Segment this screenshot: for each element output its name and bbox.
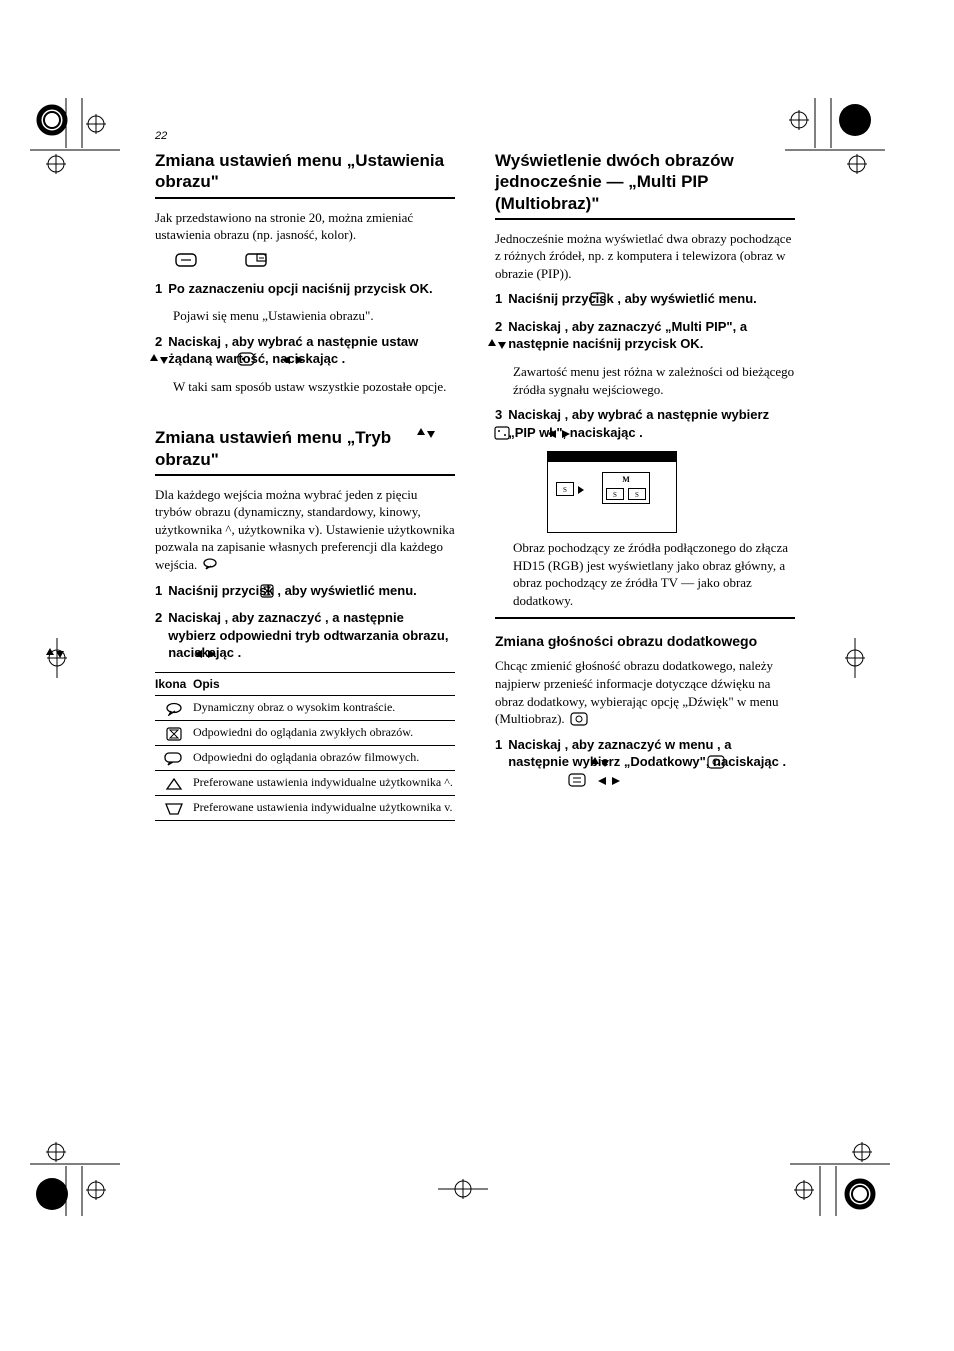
- left-right-arrows-icon: [192, 648, 218, 660]
- circle-dots-icon: [237, 352, 255, 366]
- sec3-step1: 1 Naciśnij przycisk , aby wyświetlić men…: [495, 290, 795, 308]
- table-header: Ikona Opis: [155, 672, 455, 696]
- step-number: 2: [155, 609, 162, 662]
- sec3-step3: 3 Naciskaj , aby wybrać a następnie wybi…: [495, 406, 795, 441]
- section-3-intro: Jednocześnie można wyświetlać dwa obrazy…: [495, 230, 795, 283]
- step-text: Naciskaj , aby zaznaczyć , a następnie w…: [168, 609, 455, 662]
- section-title-2: Zmiana ustawień menu „Tryb obrazu": [155, 427, 455, 470]
- sec2-step1: 1 Naciśnij przycisk , aby wyświetlić men…: [155, 582, 455, 600]
- block-figure-icons: [173, 252, 455, 270]
- sec1-step1-body: Pojawi się menu „Ustawienia obrazu".: [173, 307, 455, 325]
- pip-main-label: M: [622, 475, 630, 484]
- section-rule: [155, 474, 455, 476]
- table-cell: Dynamiczny obraz o wysokim kontraście.: [193, 700, 455, 716]
- icon-triangle-dn-icon: [155, 800, 193, 816]
- section-rule: [155, 197, 455, 199]
- table-row: Odpowiedni do oglądania obrazów filmowyc…: [155, 746, 455, 771]
- page-number: 22: [155, 130, 167, 142]
- page: 22 Zmiana ustawień menu „Ustawienia obra…: [0, 0, 954, 1351]
- right-column: Wyświetlenie dwóch obrazów jednocześnie …: [495, 150, 795, 821]
- table-col-icon: Ikona: [155, 677, 193, 691]
- step-number: 1: [495, 290, 502, 308]
- sec3-step3-body: Obraz pochodzący ze źródła podłączonego …: [513, 539, 795, 609]
- section-title-3: Wyświetlenie dwóch obrazów jednocześnie …: [495, 150, 795, 214]
- hourglass-icon: [260, 584, 274, 598]
- step-text: Naciskaj , aby zaznaczyć w menu , a nast…: [508, 736, 795, 789]
- left-right-arrows-icon: [280, 354, 306, 366]
- section-2-intro: Dla każdego wejścia można wybrać jeden z…: [155, 486, 455, 574]
- fold-rect-icon: [245, 252, 267, 268]
- content-columns: Zmiana ustawień menu „Ustawienia obrazu"…: [155, 150, 795, 821]
- table-cell: Odpowiedni do oglądania obrazów filmowyc…: [193, 750, 455, 766]
- step-number: 1: [495, 736, 502, 789]
- up-down-arrows-icon: [590, 755, 612, 769]
- up-down-arrows-icon: [149, 352, 171, 366]
- sec2-step2: 2 Naciskaj , aby zaznaczyć , a następnie…: [155, 609, 455, 662]
- left-right-arrows-icon: [596, 775, 622, 787]
- up-down-arrows-icon: [45, 646, 67, 660]
- sec1-step2: 2 Naciskaj , aby wybrać a następnie usta…: [155, 333, 455, 368]
- step-text: Naciskaj , aby zaznaczyć „Multi PIP", a …: [508, 318, 795, 353]
- regmark-top-left-icon: [30, 98, 120, 178]
- step-number: 1: [155, 280, 162, 298]
- step-number: 1: [155, 582, 162, 600]
- sec1-step1: 1 Po zaznaczeniu opcji naciśnij przycisk…: [155, 280, 455, 298]
- step-text: Naciskaj , aby wybrać a następnie ustaw …: [168, 333, 455, 368]
- up-down-arrows-icon: [416, 426, 438, 440]
- pip-illustration: S M S S: [547, 451, 677, 533]
- square-dot-icon: [494, 426, 510, 440]
- rounded-circle-icon: [570, 712, 588, 726]
- table-col-desc: Opis: [193, 677, 455, 691]
- left-right-arrows-icon: [546, 428, 572, 440]
- left-column: Zmiana ustawień menu „Ustawienia obrazu"…: [155, 150, 455, 821]
- square-dot-icon: [590, 292, 606, 306]
- regmark-right-mid-icon: [830, 638, 880, 678]
- section-title-4: Zmiana głośności obrazu dodatkowego: [495, 633, 795, 649]
- icon-hourglass-icon: [155, 725, 193, 741]
- sub-rule: [495, 617, 795, 619]
- regmark-top-right-icon: [785, 98, 885, 178]
- sec3-step2: 2 Naciskaj , aby zaznaczyć „Multi PIP", …: [495, 318, 795, 353]
- table-row: Dynamiczny obraz o wysokim kontraście.: [155, 696, 455, 721]
- regmark-bottom-mid-icon: [438, 1175, 488, 1203]
- icon-dynamic-icon: [155, 700, 193, 716]
- table-cell: Preferowane ustawienia indywidualne użyt…: [193, 775, 455, 791]
- icon-triangle-up-icon: [155, 775, 193, 791]
- step-text: Po zaznaczeniu opcji naciśnij przycisk O…: [168, 280, 455, 298]
- bubble-icon: [202, 558, 218, 570]
- step-text: Naciśnij przycisk , aby wyświetlić menu.: [508, 290, 795, 308]
- section-rule: [495, 218, 795, 220]
- regmark-bottom-right-icon: [790, 1136, 890, 1216]
- icon-speech-icon: [155, 750, 193, 766]
- section-1-intro: Jak przedstawiono na stronie 20, można z…: [155, 209, 455, 244]
- up-down-arrows-icon: [487, 337, 509, 351]
- step-text: Naciśnij przycisk , aby wyświetlić menu.: [168, 582, 455, 600]
- mute-box-icon: [568, 773, 586, 787]
- pip-sub1: S: [606, 488, 624, 500]
- rounded-circle-icon: [707, 755, 725, 769]
- pip-arrow-icon: [578, 486, 584, 494]
- sec1-step2-body: W taki sam sposób ustaw wszystkie pozost…: [173, 378, 455, 396]
- regmark-bottom-left-icon: [30, 1136, 120, 1216]
- section-title-1: Zmiana ustawień menu „Ustawienia obrazu": [155, 150, 455, 193]
- pip-sub2: S: [628, 488, 646, 500]
- sec4-step1: 1 Naciskaj , aby zaznaczyć w menu , a na…: [495, 736, 795, 789]
- table-cell: Odpowiedni do oglądania zwykłych obrazów…: [193, 725, 455, 741]
- rounded-rect-icon: [175, 252, 197, 268]
- step-text: Naciskaj , aby wybrać a następnie wybier…: [508, 406, 795, 441]
- table-row: Preferowane ustawienia indywidualne użyt…: [155, 771, 455, 796]
- pip-side-box: S: [556, 482, 574, 496]
- table-row: Odpowiedni do oglądania zwykłych obrazów…: [155, 721, 455, 746]
- table-row: Preferowane ustawienia indywidualne użyt…: [155, 796, 455, 821]
- table-cell: Preferowane ustawienia indywidualne użyt…: [193, 800, 455, 816]
- sec3-step2-body: Zawartość menu jest różna w zależności o…: [513, 363, 795, 398]
- section-4-intro: Chcąc zmienić głośność obrazu dodatkoweg…: [495, 657, 795, 727]
